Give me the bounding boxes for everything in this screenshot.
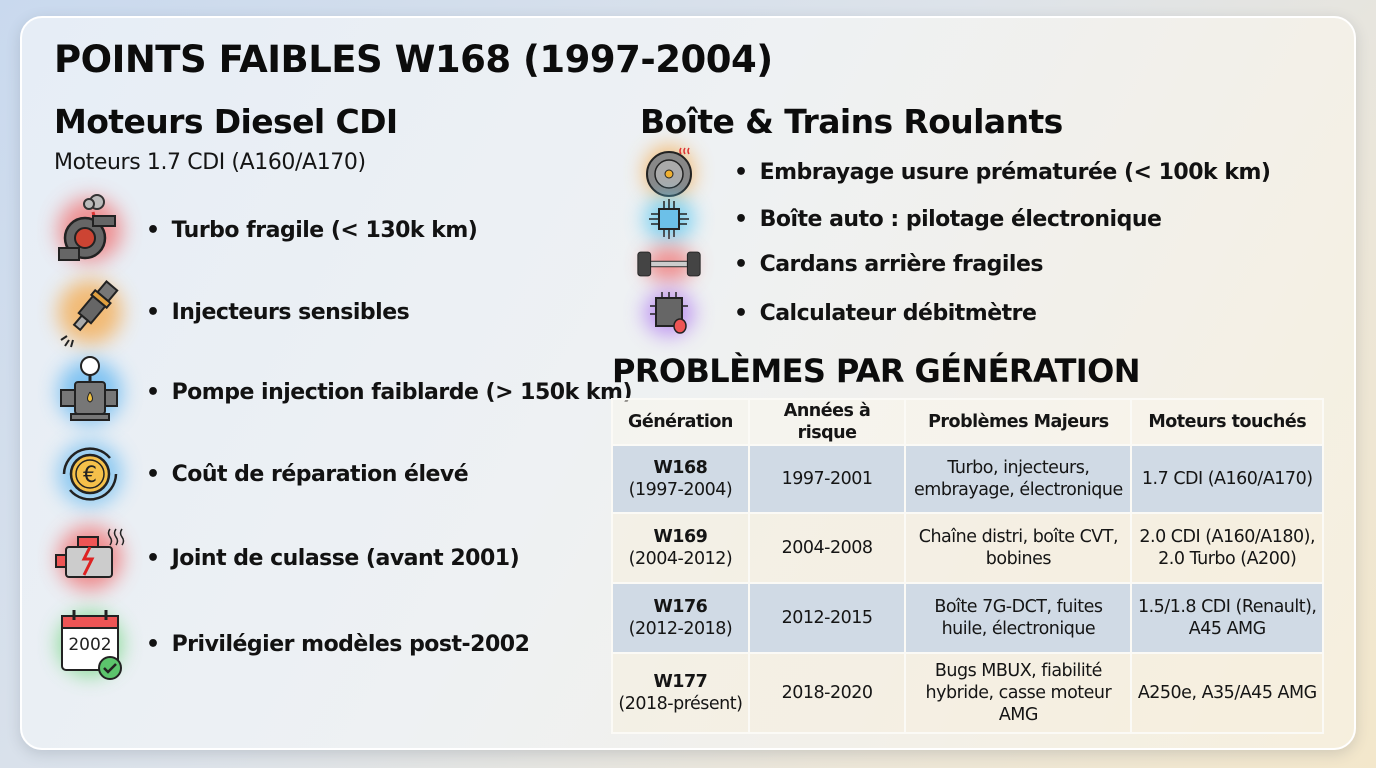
engines-cell: A250e, A35/A45 AMG <box>1130 652 1324 734</box>
item-label: Cardans arrière fragiles <box>734 252 1044 277</box>
diesel-heading: Moteurs Diesel CDI <box>54 102 398 141</box>
table-row: W176 (2012-2018) 2012-2015 Boîte 7G-DCT, … <box>611 582 1324 654</box>
item-label: Coût de réparation élevé <box>146 462 469 487</box>
axle-icon <box>636 244 702 284</box>
list-item: Pompe injection faiblarde (> 150k km) <box>52 354 633 430</box>
problems-cell: Turbo, injecteurs, embrayage, électroniq… <box>904 444 1133 514</box>
generation-cell: W176 (2012-2018) <box>611 582 750 654</box>
list-item: 2002 Privilégier modèles post-2002 <box>52 606 530 682</box>
gearbox-heading: Boîte & Trains Roulants <box>640 102 1063 141</box>
item-label: Turbo fragile (< 130k km) <box>146 218 478 243</box>
column-header: Années à risque <box>747 398 907 446</box>
list-item: Turbo fragile (< 130k km) <box>52 192 478 268</box>
diesel-subheading: Moteurs 1.7 CDI (A160/A170) <box>54 150 366 175</box>
item-label: Boîte auto : pilotage électronique <box>734 207 1162 232</box>
item-label: Pompe injection faiblarde (> 150k km) <box>146 380 633 405</box>
list-item: Calculateur débitmètre <box>636 288 1037 338</box>
table-header-row: Génération Années à risque Problèmes Maj… <box>611 398 1324 446</box>
injector-icon <box>52 274 128 350</box>
circuit-chip-icon <box>636 194 702 244</box>
problems-cell: Bugs MBUX, fiabilité hybride, casse mote… <box>904 652 1133 734</box>
calendar-check-icon: 2002 <box>52 606 128 682</box>
engines-cell: 2.0 CDI (A160/A180), 2.0 Turbo (A200) <box>1130 512 1324 584</box>
list-item: Joint de culasse (avant 2001) <box>52 520 520 596</box>
generation-cell: W168 (1997-2004) <box>611 444 750 514</box>
risk-years-cell: 2004-2008 <box>747 512 907 584</box>
generation-cell: W177 (2018-présent) <box>611 652 750 734</box>
calendar-year: 2002 <box>68 635 111 655</box>
item-label: Joint de culasse (avant 2001) <box>146 546 520 571</box>
list-item: Cardans arrière fragiles <box>636 244 1043 284</box>
risk-years-cell: 2012-2015 <box>747 582 907 654</box>
engines-cell: 1.7 CDI (A160/A170) <box>1130 444 1324 514</box>
list-item: Boîte auto : pilotage électronique <box>636 194 1162 244</box>
problems-cell: Boîte 7G-DCT, fuites huile, électronique <box>904 582 1133 654</box>
engine-crack-icon <box>52 520 128 596</box>
item-label: Injecteurs sensibles <box>146 300 410 325</box>
euro-cost-icon: € <box>52 436 128 512</box>
chip-bug-icon <box>636 288 702 338</box>
list-item: Injecteurs sensibles <box>52 274 410 350</box>
generations-table: Génération Années à risque Problèmes Maj… <box>611 398 1324 734</box>
engines-cell: 1.5/1.8 CDI (Renault), A45 AMG <box>1130 582 1324 654</box>
list-item: € Coût de réparation élevé <box>52 436 469 512</box>
clutch-disc-icon <box>636 144 702 200</box>
table-row: W168 (1997-2004) 1997-2001 Turbo, injecte… <box>611 444 1324 514</box>
page-title: POINTS FAIBLES W168 (1997-2004) <box>54 38 773 81</box>
risk-years-cell: 2018-2020 <box>747 652 907 734</box>
item-label: Privilégier modèles post-2002 <box>146 632 530 657</box>
risk-years-cell: 1997-2001 <box>747 444 907 514</box>
svg-text:€: € <box>83 463 97 488</box>
generation-cell: W169 (2004-2012) <box>611 512 750 584</box>
table-heading: PROBLÈMES PAR GÉNÉRATION <box>612 352 1141 390</box>
turbo-icon <box>52 192 128 268</box>
injection-pump-icon <box>52 354 128 430</box>
item-label: Embrayage usure prématurée (< 100k km) <box>734 160 1271 185</box>
column-header: Problèmes Majeurs <box>904 398 1133 446</box>
column-header: Génération <box>611 398 750 446</box>
item-label: Calculateur débitmètre <box>734 301 1037 326</box>
table-row: W177 (2018-présent) 2018-2020 Bugs MBUX, … <box>611 652 1324 734</box>
column-header: Moteurs touchés <box>1130 398 1324 446</box>
problems-cell: Chaîne distri, boîte CVT, bobines <box>904 512 1133 584</box>
table-row: W169 (2004-2012) 2004-2008 Chaîne distri,… <box>611 512 1324 584</box>
list-item: Embrayage usure prématurée (< 100k km) <box>636 144 1271 200</box>
